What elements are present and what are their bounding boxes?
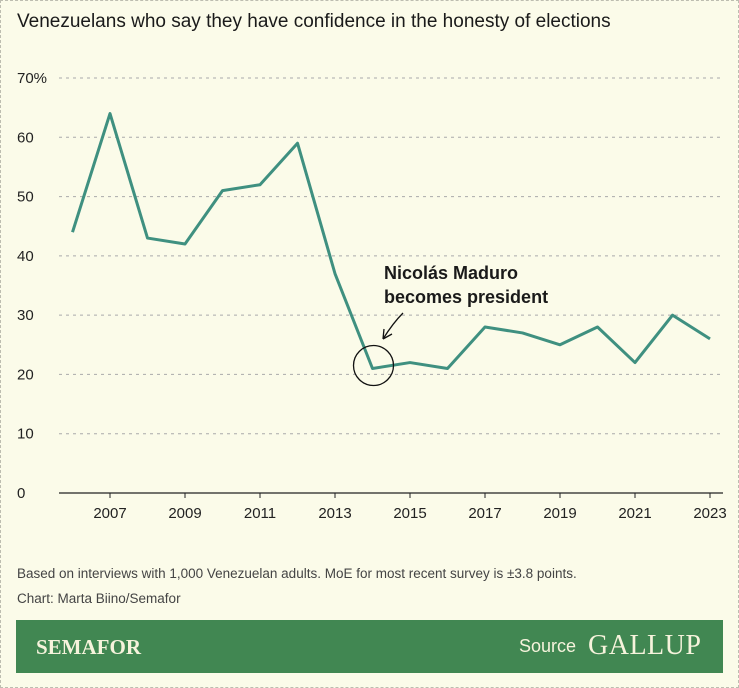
x-tick-label: 2011 (244, 505, 276, 522)
y-tick-label: 60 (17, 129, 34, 146)
y-tick-label: 20 (17, 366, 34, 383)
source-label: Source (519, 636, 577, 656)
footer-bar: SEMAFOR Source GALLUP (16, 620, 723, 673)
x-tick-label: 2021 (618, 505, 651, 522)
y-tick-label: 30 (17, 307, 34, 324)
methodology-note: Based on interviews with 1,000 Venezuela… (17, 566, 577, 581)
chart-title: Venezuelans who say they have confidence… (17, 11, 611, 32)
x-tick-label: 2019 (543, 505, 576, 522)
annotation-circle (352, 344, 395, 387)
x-tick-label: 2013 (318, 505, 351, 522)
y-tick-label: 50 (17, 189, 34, 206)
annotation-arrow (382, 312, 404, 340)
annotation-line1: Nicolás Maduro (384, 263, 518, 283)
y-tick-label: 10 (17, 426, 34, 443)
x-tick-label: 2017 (468, 505, 501, 522)
y-tick-label: 70% (17, 70, 47, 87)
y-tick-label: 40 (17, 248, 34, 265)
x-tick-label: 2007 (93, 505, 126, 522)
semafor-logo: SEMAFOR (36, 635, 141, 659)
series-line (71, 112, 711, 370)
annotation-line2: becomes president (384, 287, 548, 307)
gallup-logo: GALLUP (588, 630, 702, 661)
chart-credit: Chart: Marta Biino/Semafor (17, 591, 181, 606)
line-chart: 0 10 20 30 40 50 60 70% 2007 2009 2011 2013 2015 2017… (17, 70, 727, 522)
x-tick-label: 2023 (693, 505, 726, 522)
x-tick-label: 2009 (168, 505, 201, 522)
x-tick-label: 2015 (393, 505, 426, 522)
y-tick-label: 0 (17, 485, 25, 502)
